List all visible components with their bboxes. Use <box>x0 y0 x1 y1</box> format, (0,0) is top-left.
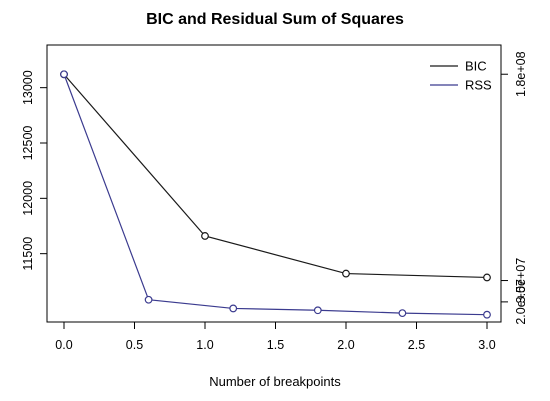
data-point-rss <box>313 306 322 315</box>
data-point-rss <box>483 310 491 319</box>
y-axis-left: 11500 12000 12500 13000 <box>21 70 48 271</box>
y-right-tick-label: 3.5e+07 <box>514 258 528 304</box>
x-tick-label: 2.0 <box>337 338 354 352</box>
y-axis-right: 2.0e+073.5e+07 1.8e+08 <box>500 51 528 325</box>
x-tick-label: 0.5 <box>126 338 143 352</box>
y-left-tick-label: 12500 <box>21 126 35 161</box>
data-point-rss <box>60 70 68 79</box>
x-tick-label: 1.5 <box>267 338 284 352</box>
data-point-rss <box>398 309 407 318</box>
y-right-tick-label: 2.0e+07 <box>514 279 528 325</box>
data-point-bic <box>201 232 209 240</box>
x-tick-label: 1.0 <box>196 338 213 352</box>
data-point-rss <box>144 295 153 304</box>
series-group <box>60 70 491 319</box>
y-left-tick-label: 11500 <box>21 237 35 271</box>
data-point-bic <box>342 269 350 278</box>
y-left-tick-label: 13000 <box>21 70 35 105</box>
data-point-bic <box>483 273 491 282</box>
x-tick-label: 0.0 <box>55 338 72 352</box>
legend: BIC RSS <box>430 59 492 93</box>
series-line-bic <box>63 73 488 279</box>
plot-box <box>46 44 502 323</box>
x-axis: 0.0 0.5 1.0 1.5 2.0 2.5 3.0 <box>55 321 496 352</box>
y-left-tick-label: 12000 <box>21 181 35 216</box>
x-tick-label: 2.5 <box>408 338 425 352</box>
series-line-rss <box>63 74 488 316</box>
chart-title: BIC and Residual Sum of Squares <box>146 11 404 28</box>
legend-label-rss: RSS <box>465 78 492 93</box>
x-tick-label: 3.0 <box>478 338 495 352</box>
data-point-rss <box>229 304 238 313</box>
x-axis-label: Number of breakpoints <box>209 374 341 389</box>
legend-label-bic: BIC <box>465 59 487 74</box>
y-right-tick-label: 1.8e+08 <box>514 51 528 97</box>
